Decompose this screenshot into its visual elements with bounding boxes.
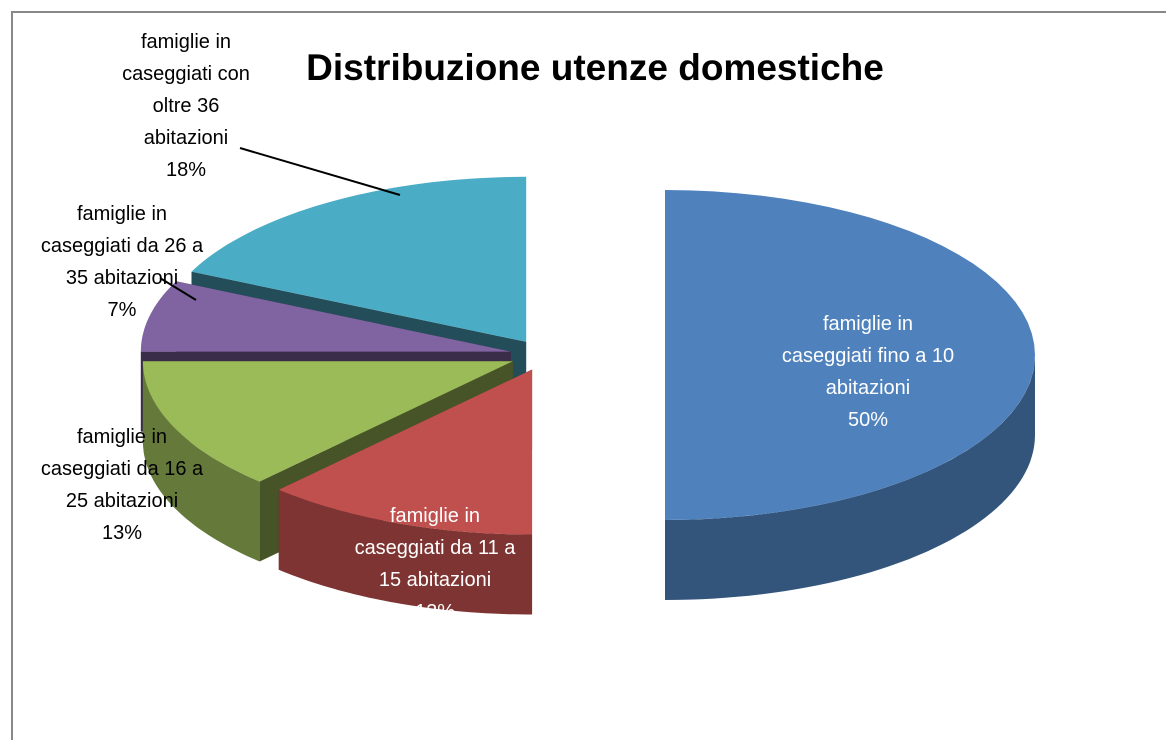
slice <box>278 369 533 535</box>
slice-label: famiglie in caseggiati da 16 a 25 abitazio… <box>41 426 204 512</box>
value-label: 12% <box>415 601 455 623</box>
value-label: 50% <box>848 409 888 431</box>
slice-wall <box>142 361 260 562</box>
slice-label: famiglie in caseggiati fino a 10 abitazion… <box>782 313 954 399</box>
leader-line <box>239 147 401 196</box>
slice-label: famiglie in caseggiati con oltre 36 abitazi… <box>122 31 250 149</box>
leader-line <box>159 277 197 301</box>
slice-label: famiglie in caseggiati da 11 a 15 abitazio… <box>355 505 517 591</box>
slice-wall <box>278 489 533 615</box>
chart-title: Distribuzione utenze domestiche <box>306 47 884 88</box>
slice <box>140 281 511 352</box>
slice <box>142 361 513 482</box>
slice <box>665 190 1035 520</box>
value-label: 13% <box>102 522 142 544</box>
value-label: 18% <box>166 159 206 181</box>
slice-label: famiglie in caseggiati da 26 a 35 abitazio… <box>41 203 204 289</box>
value-label: 7% <box>108 299 137 321</box>
slice <box>191 176 527 342</box>
slice-wall <box>665 355 1035 600</box>
